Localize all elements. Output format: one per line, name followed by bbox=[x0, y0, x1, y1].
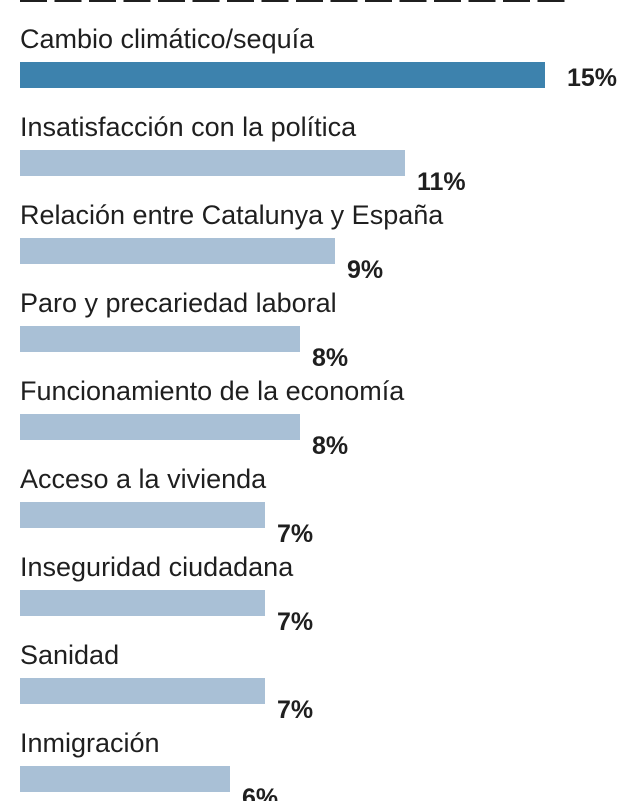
bar bbox=[20, 414, 300, 440]
bar bbox=[20, 62, 545, 88]
category-label: Funcionamiento de la economía bbox=[20, 376, 405, 406]
bar bbox=[20, 678, 265, 704]
bar bbox=[20, 502, 265, 528]
cropped-title-fragment: — — — — — — — — — — — — — — — — bbox=[20, 0, 565, 14]
bar bbox=[20, 766, 230, 792]
category-label: Acceso a la vivienda bbox=[20, 464, 267, 494]
value-label: 7% bbox=[277, 608, 313, 636]
category-label: Inseguridad ciudadana bbox=[20, 552, 294, 582]
value-label: 7% bbox=[277, 520, 313, 548]
category-label: Relación entre Catalunya y España bbox=[20, 200, 444, 230]
category-label: Paro y precariedad laboral bbox=[20, 288, 337, 318]
bar-rows: Cambio climático/sequía 15% Insatisfacción… bbox=[20, 24, 617, 801]
category-label: Insatisfacción con la política bbox=[20, 112, 357, 142]
value-label: 9% bbox=[347, 256, 383, 284]
category-label: Inmigración bbox=[20, 728, 160, 758]
value-label: 6% bbox=[242, 784, 278, 801]
bar bbox=[20, 326, 300, 352]
category-label: Cambio climático/sequía bbox=[20, 24, 315, 54]
bar bbox=[20, 238, 335, 264]
value-label: 8% bbox=[312, 432, 348, 460]
value-label: 11% bbox=[417, 168, 466, 196]
value-label: 15% bbox=[567, 64, 617, 92]
category-label: Sanidad bbox=[20, 640, 119, 670]
value-label: 8% bbox=[312, 344, 348, 372]
bar bbox=[20, 590, 265, 616]
bar bbox=[20, 150, 405, 176]
value-label: 7% bbox=[277, 696, 313, 724]
